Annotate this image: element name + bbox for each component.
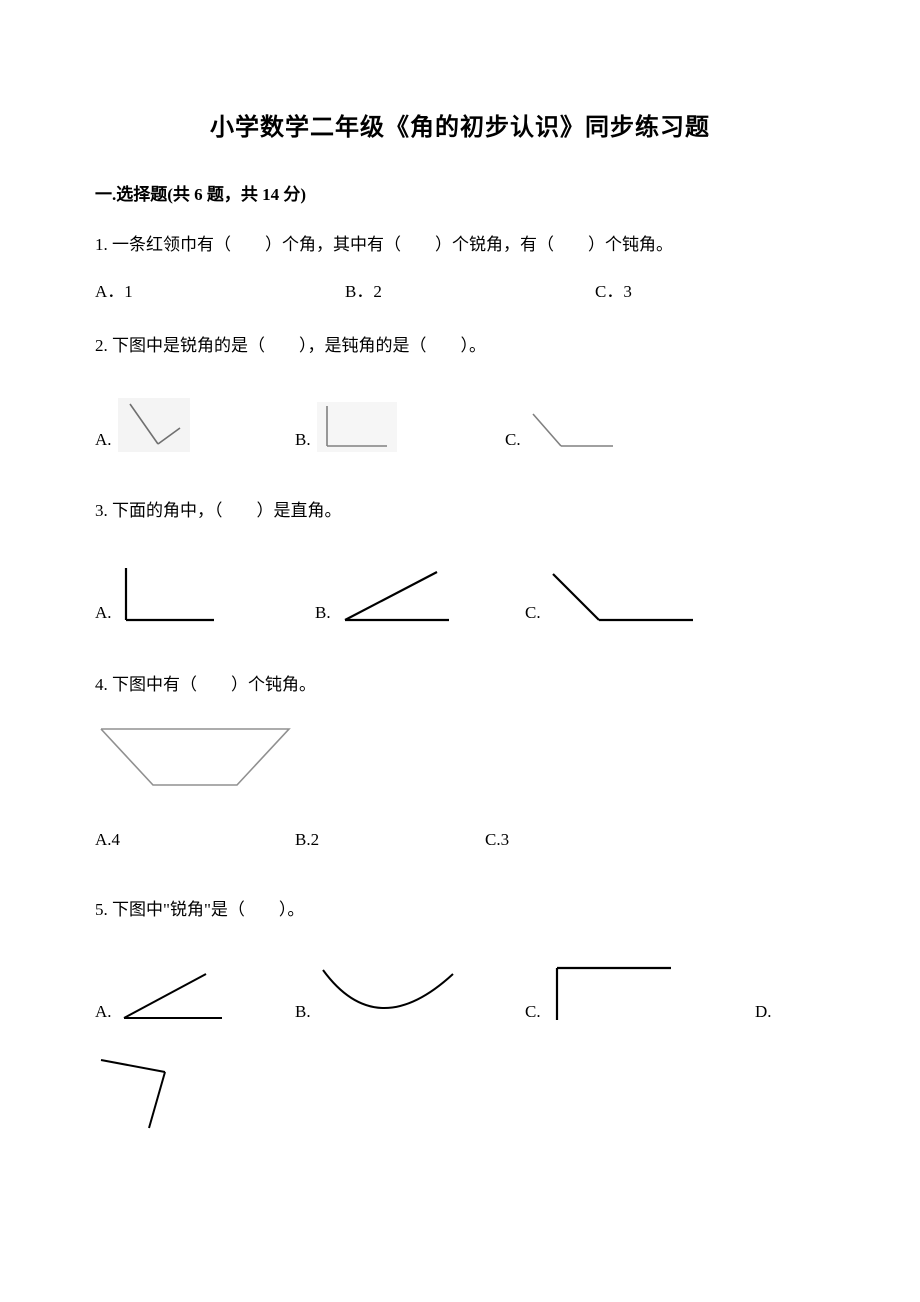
q3-opt-c-label: C. [525,600,541,626]
q2-opt-a-label: A. [95,427,112,453]
q3-angle-b-icon [337,566,457,626]
q5-opt-d-label: D. [755,999,772,1025]
q2-angle-c-icon [527,410,617,452]
q3-options: A. B. C. [95,564,825,626]
q5-curve-b-icon [317,964,457,1024]
q3-opt-c: C. [525,570,697,626]
q4-opt-c: C.3 [485,827,509,853]
q4-opt-a: A.4 [95,827,285,853]
q1-opt-a: A．1 [95,279,335,305]
q4-figure [95,719,825,795]
q5-opt-a: A. [95,968,285,1024]
q4-text: 4. 下图中有（ ）个钝角。 [95,672,825,698]
q5-angle-c-icon [547,962,677,1024]
q1-opt-c-label: C．3 [595,279,632,305]
q5-opt-b: B. [295,964,515,1024]
q2-opt-b-label: B. [295,427,311,453]
q3-opt-a: A. [95,564,305,626]
q5-options-row2 [95,1052,825,1132]
q4-opt-c-label: C.3 [485,827,509,853]
q5-opt-d: D. [755,999,778,1025]
q1-opt-b: B．2 [345,279,585,305]
q3-opt-b-label: B. [315,600,331,626]
q5-text: 5. 下图中"锐角"是（ ）。 [95,897,825,923]
q4-opt-b: B.2 [295,827,475,853]
q5-opt-c: C. [525,962,745,1024]
section-heading: 一.选择题(共 6 题，共 14 分) [95,182,825,208]
q5-opt-d-figure [95,1052,195,1132]
q3-text: 3. 下面的角中，（ ）是直角。 [95,498,825,524]
q5-angle-d-icon [95,1052,195,1132]
q3-opt-b: B. [315,566,515,626]
q3-opt-a-label: A. [95,600,112,626]
q3-angle-a-icon [118,564,218,626]
q1-text: 1. 一条红领巾有（ ）个角，其中有（ ）个锐角，有（ ）个钝角。 [95,232,825,258]
q2-opt-c: C. [505,410,617,452]
q1-opt-b-label: B．2 [345,279,382,305]
q1-opt-a-label: A．1 [95,279,133,305]
q5-opt-b-label: B. [295,999,311,1025]
q5-opt-a-label: A. [95,999,112,1025]
q3-angle-c-icon [547,570,697,626]
q2-angle-a-icon [118,398,190,452]
q1-options: A．1 B．2 C．3 [95,279,825,305]
q2-opt-c-label: C. [505,427,521,453]
q5-options-row1: A. B. C. D. [95,962,825,1024]
q1-opt-c: C．3 [595,279,632,305]
q4-options: A.4 B.2 C.3 [95,827,825,853]
q4-opt-b-label: B.2 [295,827,319,853]
q5-opt-c-label: C. [525,999,541,1025]
q2-angle-b-icon [317,402,397,452]
q2-opt-a: A. [95,398,285,452]
q4-trapezoid-icon [95,719,295,795]
q2-opt-b: B. [295,402,495,452]
q2-options: A. B. C. [95,398,825,452]
q4-opt-a-label: A.4 [95,827,120,853]
q2-text: 2. 下图中是锐角的是（ ），是钝角的是（ ）。 [95,333,825,359]
page-title: 小学数学二年级《角的初步认识》同步练习题 [95,110,825,146]
q5-angle-a-icon [118,968,228,1024]
